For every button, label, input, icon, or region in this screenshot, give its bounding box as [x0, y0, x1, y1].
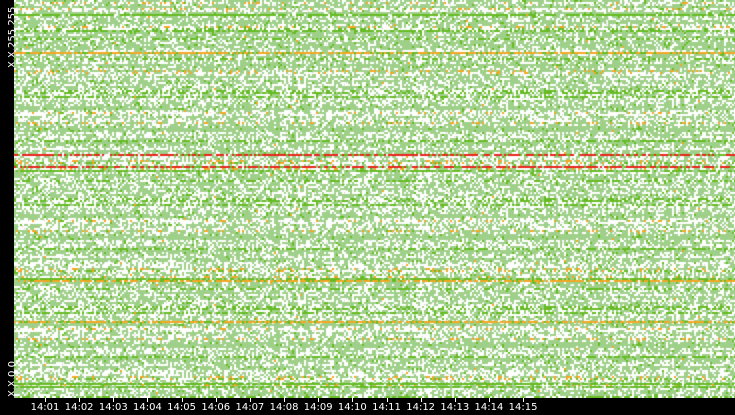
x-tick — [216, 398, 217, 402]
x-tick — [387, 398, 388, 402]
y-axis: X.X.255.255 X.X.0.0 — [0, 0, 18, 398]
x-tick — [79, 398, 80, 402]
x-tick-label: 14:12 — [406, 402, 436, 413]
heatmap-cells — [14, 0, 735, 398]
x-tick-label: 14:03 — [98, 402, 128, 413]
x-tick — [113, 398, 114, 402]
x-tick-label: 14:04 — [133, 402, 162, 413]
x-tick-label: 14:14 — [474, 402, 504, 413]
x-tick — [284, 398, 285, 402]
x-tick — [489, 398, 490, 402]
x-tick — [421, 398, 422, 402]
x-tick-label: 14:09 — [303, 402, 333, 413]
x-tick — [318, 398, 319, 402]
x-tick-label: 14:05 — [167, 402, 197, 413]
x-tick-label: 14:07 — [235, 402, 265, 413]
x-tick — [250, 398, 251, 402]
x-tick — [455, 398, 456, 402]
x-tick-label: 14:02 — [64, 402, 94, 413]
x-tick — [523, 398, 524, 402]
x-tick-label: 14:10 — [337, 402, 367, 413]
x-axis: 14:01 14:02 14:03 14:04 14:05 14:06 14:07 14:08… — [0, 398, 735, 415]
x-tick-label: 14:11 — [372, 402, 401, 413]
x-tick-label: 14:08 — [269, 402, 299, 413]
x-tick — [45, 398, 46, 402]
x-tick-label: 14:15 — [508, 402, 538, 413]
x-tick — [182, 398, 183, 402]
x-tick — [147, 398, 148, 402]
x-tick-label: 14:13 — [440, 402, 470, 413]
x-tick-label: 14:01 — [30, 402, 60, 413]
x-tick-label: 14:06 — [201, 402, 231, 413]
x-tick — [352, 398, 353, 402]
